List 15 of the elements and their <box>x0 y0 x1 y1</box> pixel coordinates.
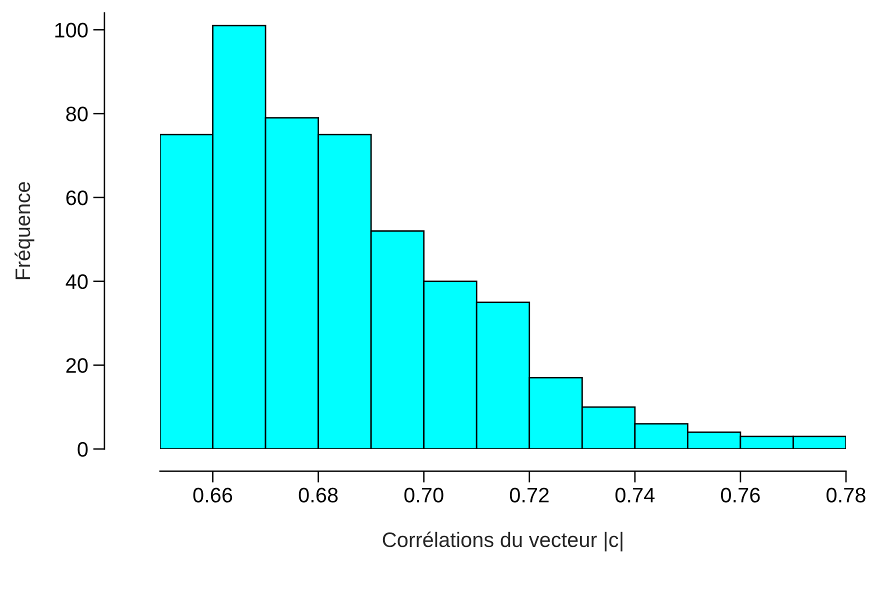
y-tick-label: 20 <box>66 358 88 373</box>
x-axis-title: Corrélations du vecteur |c| <box>382 532 622 552</box>
x-tick-label: 0.78 <box>826 488 866 502</box>
x-tick-label: 0.68 <box>298 488 338 502</box>
y-tick-label: 80 <box>66 106 88 122</box>
x-tick-label: 0.76 <box>721 488 760 502</box>
x-tick-label: 0.66 <box>193 488 232 502</box>
y-tick-label: 40 <box>66 274 88 290</box>
y-tick-label: 100 <box>55 22 88 38</box>
y-tick-label: 0 <box>78 442 88 457</box>
y-axis-title: Fréquence <box>14 182 34 280</box>
x-tick-label: 0.74 <box>615 488 655 502</box>
y-tick-label: 60 <box>66 190 88 206</box>
x-tick-label: 0.70 <box>404 488 444 502</box>
x-tick-label: 0.72 <box>510 488 549 502</box>
